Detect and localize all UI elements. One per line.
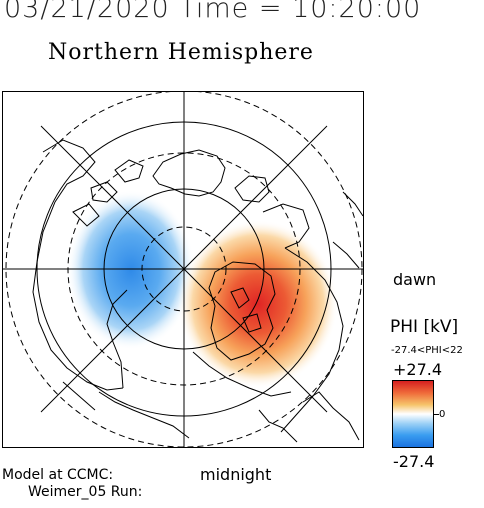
dawn-label: dawn: [393, 270, 437, 289]
colorbar-min: -27.4: [393, 452, 435, 471]
polar-map-frame: [2, 91, 364, 448]
hemisphere-title: Northern Hemisphere: [48, 40, 314, 65]
colorbar: [392, 380, 434, 448]
colorbar-title: PHI [kV]: [390, 317, 459, 337]
coastlines: [32, 139, 363, 443]
meridian-line: [40, 125, 328, 413]
model-label: Model at CCMC:: [2, 467, 114, 483]
colorbar-max: +27.4: [393, 360, 443, 379]
colorbar-range: -27.4<PHI<22: [391, 345, 463, 356]
negative-potential-cell: [67, 190, 195, 350]
colorbar-zero-tick: [434, 414, 439, 415]
colorbar-zero: 0: [439, 409, 446, 420]
polar-map: [3, 92, 363, 447]
midnight-label: midnight: [200, 465, 272, 484]
date-time-title: 03/21/2020 Time = 10:20:00: [4, 0, 422, 24]
run-label: Weimer_05 Run:: [28, 484, 143, 500]
positive-potential-cell: [178, 220, 338, 388]
